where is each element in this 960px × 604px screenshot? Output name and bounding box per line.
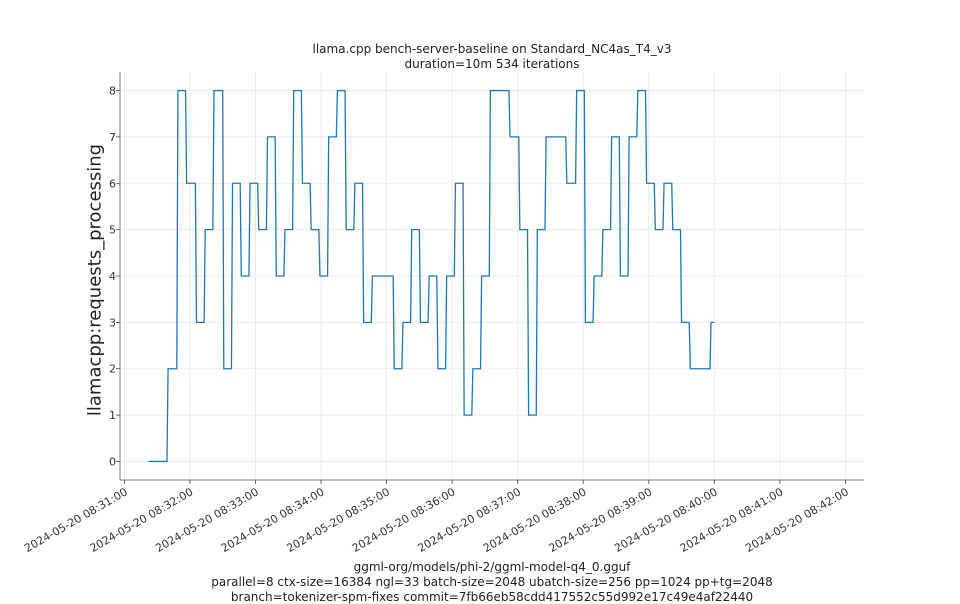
y-tick-label: 6 (109, 177, 116, 190)
footer-model: ggml-org/models/phi-2/ggml-model-q4_0.gg… (353, 560, 631, 574)
y-tick-label: 1 (109, 409, 116, 422)
y-tick-label: 5 (109, 224, 116, 237)
footer-branch: branch=tokenizer-spm-fixes commit=7fb66e… (230, 590, 754, 604)
y-tick-label: 7 (109, 131, 116, 144)
y-tick-label: 8 (109, 85, 116, 98)
y-tick-label: 3 (109, 316, 116, 329)
x-tick-label: 2024-05-20 08:31:00 (22, 485, 130, 555)
axes (116, 72, 864, 484)
y-axis-label: llamacpp:requests_processing (84, 143, 106, 417)
y-tick-label: 0 (109, 455, 116, 468)
footer-params: parallel=8 ctx-size=16384 ngl=33 batch-s… (211, 575, 773, 589)
y-tick-label: 2 (109, 363, 116, 376)
series-line (148, 89, 715, 463)
chart-subtitle: duration=10m 534 iterations (404, 57, 580, 71)
y-tick-label: 4 (109, 270, 116, 283)
chart-title: llama.cpp bench-server-baseline on Stand… (312, 42, 672, 56)
